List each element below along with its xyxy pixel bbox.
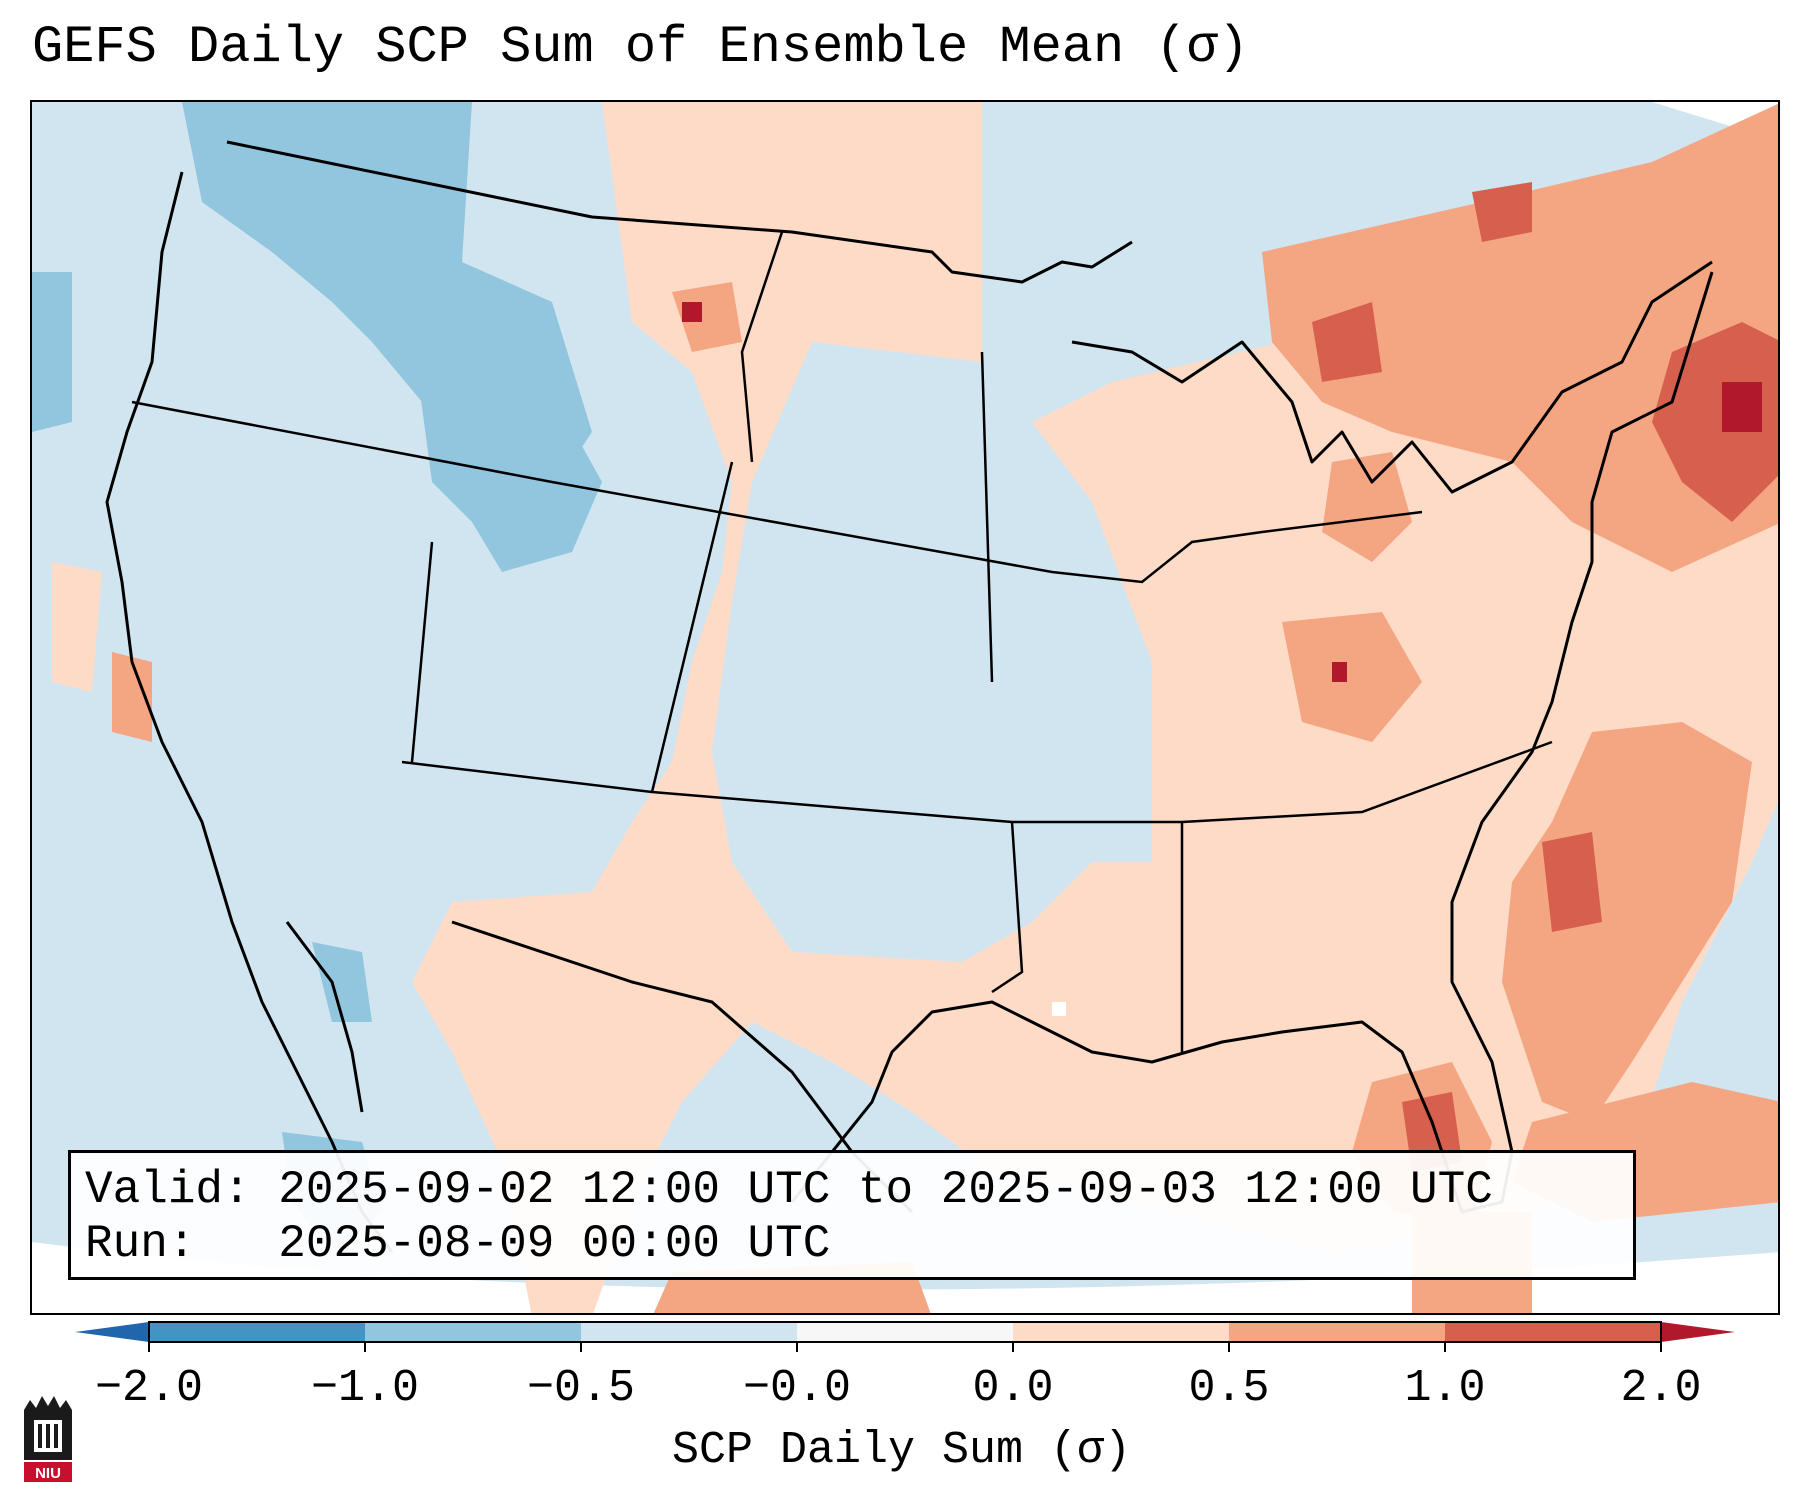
chart-title: GEFS Daily SCP Sum of Ensemble Mean (σ) — [32, 18, 1249, 77]
colorbar — [75, 1321, 1735, 1352]
new-england-strong-positive-region — [1652, 322, 1778, 522]
colorbar-ticks — [148, 1342, 1662, 1352]
colorbar-outline — [148, 1321, 1662, 1343]
scp-map — [32, 102, 1778, 1313]
valid-label: Valid: — [85, 1164, 251, 1216]
valid-line: Valid: 2025-09-02 12:00 UTC to 2025-09-0… — [85, 1163, 1619, 1217]
colorbar-under-extension — [75, 1322, 149, 1342]
colorbar-segment — [1229, 1322, 1445, 1342]
tick-label: −2.0 — [94, 1363, 204, 1414]
run-value: 2025-08-09 00:00 UTC — [278, 1218, 831, 1270]
colorbar-over-extension — [1661, 1322, 1735, 1342]
niu-logo: NIU — [24, 1396, 72, 1482]
tick-label: −0.5 — [526, 1363, 636, 1414]
colorbar-label: SCP Daily Sum (σ) — [671, 1425, 1132, 1476]
niu-logo-banner — [24, 1462, 72, 1482]
montana-positive-region — [672, 282, 742, 352]
carolina-strong-positive-region — [1542, 832, 1602, 932]
max-positive-cells — [682, 302, 1762, 682]
run-label: Run: — [85, 1218, 196, 1270]
colorbar-segment — [581, 1322, 797, 1342]
colorbar-segments — [149, 1322, 1661, 1342]
northern-rockies-negative-region — [412, 332, 602, 572]
baja-gulf-coast — [285, 921, 364, 1113]
ontario-strong-positive-region — [1312, 302, 1382, 382]
tick-label: 1.0 — [1404, 1363, 1486, 1414]
run-line: Run: 2025-08-09 00:00 UTC — [85, 1217, 1619, 1271]
state-line-wy-mt — [740, 231, 784, 463]
michigan-positive-region — [1322, 452, 1412, 562]
us-canada-border-west — [226, 140, 1133, 284]
state-line-plains — [980, 351, 994, 683]
colorbar-segment — [365, 1322, 581, 1342]
tick-label: −1.0 — [310, 1363, 420, 1414]
offshore-negative-region — [32, 272, 72, 432]
state-boundaries — [131, 231, 1553, 1052]
socal-offshore-positive-region — [112, 652, 152, 742]
pacific-coastline — [105, 171, 394, 1253]
max-positive-cell — [1332, 662, 1347, 682]
valid-time-box: Valid: 2025-09-02 12:00 UTC to 2025-09-0… — [68, 1150, 1636, 1280]
colorbar-segment — [797, 1322, 1013, 1342]
max-positive-cell — [1722, 382, 1762, 432]
state-line-ut-co — [650, 461, 734, 793]
tick-label: 2.0 — [1620, 1363, 1702, 1414]
projection-edge-bottom — [32, 1242, 1778, 1313]
colorbar-segment — [1013, 1322, 1229, 1342]
tick-label: 0.0 — [972, 1363, 1054, 1414]
colorbar-segment — [1445, 1322, 1661, 1342]
valid-value: 2025-09-02 12:00 UTC to 2025-09-03 12:00… — [278, 1164, 1493, 1216]
california-coast-positive-region — [52, 562, 102, 692]
max-positive-cell — [682, 302, 702, 322]
ohio-positive-region — [1282, 612, 1422, 742]
southeast-coast-positive-region — [1502, 722, 1752, 1122]
baja-negative-region — [312, 942, 372, 1022]
northeast-canada-positive-region — [1262, 103, 1778, 572]
central-east-positive-region — [412, 102, 1778, 1313]
map-panel: Valid: 2025-09-02 12:00 UTC to 2025-09-0… — [30, 100, 1780, 1315]
state-line-nv-ut — [410, 541, 434, 763]
neutral-cell — [1052, 1002, 1066, 1016]
tick-label: −0.0 — [742, 1363, 852, 1414]
state-line-36n — [401, 740, 1553, 824]
state-line-or-ca — [131, 400, 553, 484]
state-line-ok-tx — [991, 821, 1024, 994]
great-lakes-border — [1071, 260, 1713, 494]
niu-logo-text: NIU — [35, 1465, 61, 1482]
state-line-northern-tier — [551, 480, 1423, 584]
quebec-strong-positive-region — [1472, 182, 1532, 242]
tick-label: 0.5 — [1188, 1363, 1270, 1414]
colorbar-segment — [149, 1322, 365, 1342]
